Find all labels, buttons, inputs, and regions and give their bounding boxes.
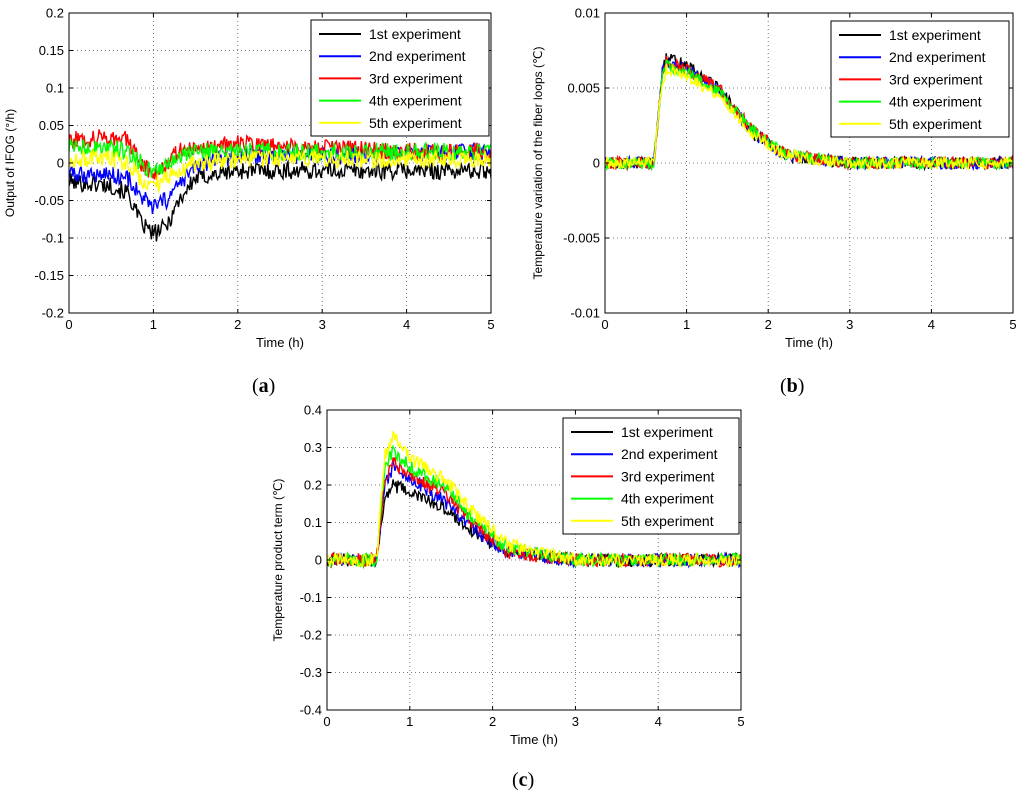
- legend: 1st experiment 2nd experiment 3rd experime…: [830, 20, 1010, 138]
- series-line-5: [605, 63, 1013, 172]
- legend-label-2: 2nd experiment: [621, 446, 718, 462]
- legend-label-5: 5th experiment: [621, 513, 714, 529]
- y-tick-label: 0.01: [575, 6, 600, 21]
- series-line-2: [605, 55, 1013, 171]
- y-tick-label: 0: [315, 553, 322, 568]
- y-tick-label: 0.4: [304, 403, 322, 418]
- legend-label-3: 3rd experiment: [369, 70, 462, 86]
- x-tick-label: 0: [65, 317, 72, 332]
- y-tick-label: 0: [593, 156, 600, 171]
- y-tick-label: -0.005: [563, 231, 600, 246]
- legend-label-3: 3rd experiment: [889, 71, 982, 87]
- x-tick-label: 5: [737, 714, 744, 729]
- x-tick-label: 5: [487, 317, 494, 332]
- legend-label-1: 1st experiment: [889, 27, 981, 43]
- x-tick-label: 4: [655, 714, 662, 729]
- x-tick-label: 5: [1009, 317, 1016, 332]
- y-tick-label: 0: [57, 156, 64, 171]
- y-tick-label: -0.3: [300, 665, 322, 680]
- x-tick-label: 3: [319, 317, 326, 332]
- legend-label-5: 5th experiment: [369, 115, 462, 131]
- chart-panel-a: 0 1 2 3 4 5 -0.2 -0.15 -0.1 -0.05 0 0.05 0.1 0.15 0.2 T…: [3, 6, 495, 398]
- x-tick-label: 1: [683, 317, 690, 332]
- x-axis-label: Time (h): [785, 335, 833, 350]
- y-tick-label: 0.3: [304, 440, 322, 455]
- y-axis-label: Output of IFOG (°/h): [3, 109, 17, 217]
- legend-label-2: 2nd experiment: [369, 48, 466, 64]
- y-tick-label: 0.005: [567, 81, 600, 96]
- y-tick-label: -0.15: [34, 268, 64, 283]
- y-tick-label: 0.1: [304, 515, 322, 530]
- x-tick-label: 3: [846, 317, 853, 332]
- x-tick-label: 3: [572, 714, 579, 729]
- y-tick-label: -0.1: [300, 590, 322, 605]
- chart-panel-b: 0 1 2 3 4 5 -0.01 -0.005 0 0.005 0.01 Time (h) Tempe…: [531, 6, 1017, 398]
- legend: 1st experiment 2nd experiment 3rd experime…: [310, 19, 490, 137]
- x-tick-label: 2: [489, 714, 496, 729]
- chart-panel-c: 0 1 2 3 4 5 -0.4 -0.3 -0.2 -0.1 0 0.1 0.2 0.3 0.4 Time …: [271, 403, 745, 792]
- legend-label-4: 4th experiment: [621, 491, 714, 507]
- legend-label-5: 5th experiment: [889, 116, 982, 132]
- x-tick-label: 2: [765, 317, 772, 332]
- x-tick-label: 1: [150, 317, 157, 332]
- y-tick-label: -0.2: [300, 628, 322, 643]
- y-axis-label: Temperature variation of the fiber loops…: [531, 47, 545, 280]
- y-tick-label: 0.05: [39, 118, 64, 133]
- series-line-5: [327, 430, 741, 569]
- y-tick-label: 0.2: [304, 478, 322, 493]
- x-tick-label: 4: [403, 317, 410, 332]
- y-tick-label: -0.05: [34, 193, 64, 208]
- x-tick-label: 1: [406, 714, 413, 729]
- x-tick-label: 4: [928, 317, 935, 332]
- legend: 1st experiment 2nd experiment 3rd experime…: [562, 417, 740, 535]
- panel-label-b: (b): [780, 375, 804, 397]
- legend-label-2: 2nd experiment: [889, 49, 986, 65]
- legend-label-1: 1st experiment: [369, 26, 461, 42]
- x-axis-label: Time (h): [510, 732, 558, 747]
- legend-label-4: 4th experiment: [369, 93, 462, 109]
- panel-label-c: (c): [512, 769, 534, 791]
- series-line-4: [327, 444, 741, 569]
- legend-label-1: 1st experiment: [621, 424, 713, 440]
- y-tick-label: 0.15: [39, 43, 64, 58]
- x-tick-label: 2: [234, 317, 241, 332]
- series-line-5: [69, 148, 491, 194]
- x-tick-label: 0: [601, 317, 608, 332]
- y-axis-label: Temperature product term (℃): [271, 479, 285, 642]
- y-tick-label: -0.2: [42, 306, 64, 321]
- y-tick-label: -0.01: [570, 306, 600, 321]
- legend-label-3: 3rd experiment: [621, 468, 714, 484]
- y-tick-label: -0.4: [300, 703, 322, 718]
- x-tick-label: 0: [323, 714, 330, 729]
- y-tick-label: 0.1: [46, 81, 64, 96]
- legend-label-4: 4th experiment: [889, 94, 982, 110]
- y-tick-label: 0.2: [46, 6, 64, 21]
- x-axis-label: Time (h): [256, 335, 304, 350]
- y-tick-label: -0.1: [42, 231, 64, 246]
- panel-label-a: (a): [252, 375, 275, 397]
